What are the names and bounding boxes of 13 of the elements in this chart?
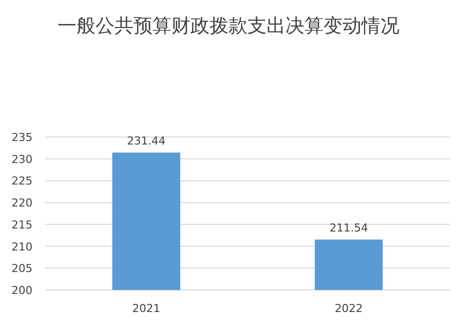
y-tick-label: 225 — [12, 174, 32, 188]
y-tick-label: 205 — [12, 262, 32, 276]
chart-title: 一般公共预算财政拨款支出决算变动情况 — [58, 15, 400, 37]
y-tick-label: 200 — [12, 284, 32, 297]
x-tick-label: 2021 — [132, 302, 160, 315]
y-tick-label: 210 — [12, 240, 32, 254]
data-label: 211.54 — [330, 222, 368, 235]
y-tick-label: 215 — [12, 218, 32, 232]
data-label: 231.44 — [127, 134, 166, 148]
x-tick-label: 2022 — [334, 302, 363, 315]
y-tick-label: 220 — [12, 196, 32, 210]
y-tick-label: 230 — [12, 152, 32, 166]
y-tick-label: 235 — [12, 131, 32, 144]
